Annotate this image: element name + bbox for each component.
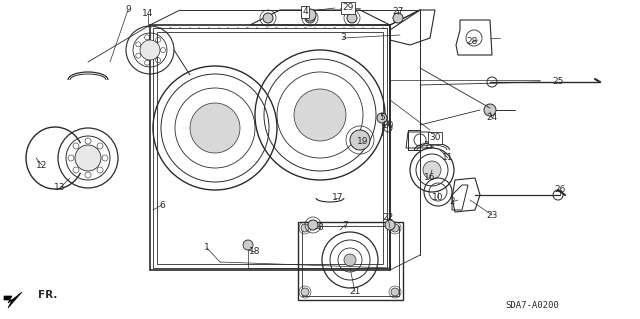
Bar bbox=[298, 222, 403, 300]
Text: 8: 8 bbox=[317, 224, 323, 233]
Circle shape bbox=[308, 220, 318, 230]
Text: 4: 4 bbox=[302, 8, 308, 17]
Text: 6: 6 bbox=[159, 201, 165, 210]
Text: 13: 13 bbox=[54, 183, 66, 192]
Bar bbox=[157, 32, 383, 264]
Circle shape bbox=[140, 40, 160, 60]
Text: 16: 16 bbox=[424, 174, 436, 182]
Text: 12: 12 bbox=[36, 160, 48, 169]
Circle shape bbox=[263, 13, 273, 23]
Circle shape bbox=[350, 130, 370, 150]
Circle shape bbox=[75, 145, 101, 171]
Text: 11: 11 bbox=[442, 153, 454, 162]
Text: 15: 15 bbox=[424, 140, 436, 150]
Text: 29: 29 bbox=[342, 4, 354, 12]
Text: 25: 25 bbox=[552, 78, 564, 86]
Bar bbox=[150, 25, 390, 270]
Text: 20: 20 bbox=[382, 121, 394, 130]
Circle shape bbox=[190, 103, 240, 153]
Text: 2: 2 bbox=[449, 197, 455, 206]
Text: FR.: FR. bbox=[38, 290, 58, 300]
Circle shape bbox=[344, 254, 356, 266]
Circle shape bbox=[391, 288, 399, 296]
Text: 14: 14 bbox=[142, 10, 154, 19]
Circle shape bbox=[305, 13, 315, 23]
Text: 19: 19 bbox=[357, 137, 369, 146]
Text: 10: 10 bbox=[432, 194, 444, 203]
Circle shape bbox=[301, 224, 309, 232]
Text: 22: 22 bbox=[382, 213, 394, 222]
Circle shape bbox=[377, 113, 387, 123]
Text: 28: 28 bbox=[467, 38, 477, 47]
Circle shape bbox=[304, 9, 316, 21]
Circle shape bbox=[391, 224, 399, 232]
Bar bbox=[302, 226, 399, 296]
Text: 23: 23 bbox=[486, 211, 498, 219]
Circle shape bbox=[393, 13, 403, 23]
Circle shape bbox=[243, 240, 253, 250]
Text: 9: 9 bbox=[125, 5, 131, 14]
Text: 17: 17 bbox=[332, 194, 344, 203]
Text: 3: 3 bbox=[340, 33, 346, 42]
Circle shape bbox=[294, 89, 346, 141]
Text: 7: 7 bbox=[342, 220, 348, 229]
Text: 30: 30 bbox=[429, 133, 441, 143]
Text: 26: 26 bbox=[554, 186, 566, 195]
Text: 21: 21 bbox=[349, 287, 361, 296]
Circle shape bbox=[347, 13, 357, 23]
Circle shape bbox=[301, 288, 309, 296]
Circle shape bbox=[484, 104, 496, 116]
Text: 18: 18 bbox=[249, 248, 260, 256]
Circle shape bbox=[385, 220, 395, 230]
Circle shape bbox=[423, 161, 441, 179]
Text: 1: 1 bbox=[204, 243, 210, 253]
Polygon shape bbox=[4, 292, 22, 308]
Text: 24: 24 bbox=[486, 114, 498, 122]
Text: SDA7-A0200: SDA7-A0200 bbox=[505, 300, 559, 309]
Text: 5: 5 bbox=[379, 114, 385, 122]
Text: 27: 27 bbox=[392, 8, 404, 17]
